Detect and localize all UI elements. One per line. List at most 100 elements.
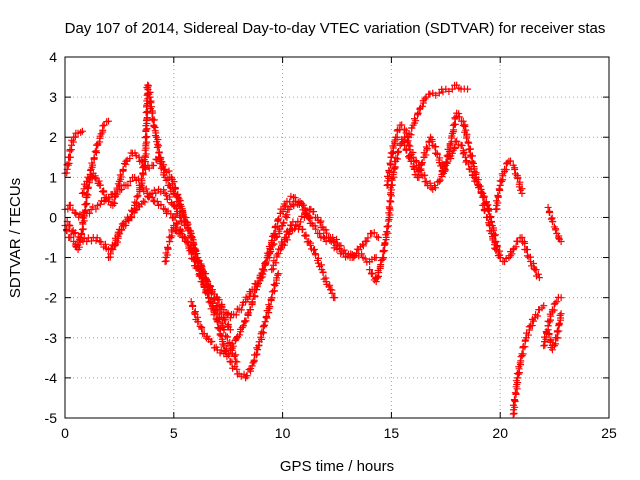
data-point — [182, 214, 190, 222]
data-point — [242, 317, 250, 325]
data-point — [312, 251, 320, 259]
data-point — [398, 121, 406, 129]
data-point — [230, 352, 238, 360]
data-point — [480, 194, 488, 202]
data-point — [131, 173, 139, 181]
data-point — [194, 318, 202, 326]
data-point — [557, 238, 565, 246]
data-point — [463, 132, 471, 140]
data-point — [512, 390, 520, 398]
data-point — [239, 322, 247, 330]
data-point — [89, 161, 97, 169]
data-point — [479, 201, 487, 209]
data-point — [502, 166, 510, 174]
data-point — [400, 141, 408, 149]
data-point — [554, 334, 562, 342]
series-trace-q — [509, 302, 548, 418]
data-point — [412, 117, 420, 125]
data-point — [126, 213, 134, 221]
data-point — [492, 245, 500, 253]
data-point — [176, 229, 184, 237]
data-point — [432, 91, 440, 99]
data-point — [475, 184, 483, 192]
data-point — [494, 192, 502, 200]
data-point — [549, 218, 557, 226]
data-point — [370, 229, 378, 237]
data-point — [111, 193, 119, 201]
y-tick-label: -2 — [45, 290, 58, 306]
data-point — [153, 143, 161, 151]
data-point — [448, 85, 456, 93]
data-point — [525, 323, 533, 331]
data-point — [229, 342, 237, 350]
data-point — [224, 309, 232, 317]
data-point — [555, 319, 563, 327]
data-point — [511, 164, 519, 172]
data-point — [184, 220, 192, 228]
data-point — [248, 362, 256, 370]
data-point — [149, 109, 157, 117]
data-point — [403, 146, 411, 154]
data-point — [118, 220, 126, 228]
data-point — [138, 177, 146, 185]
data-point — [84, 191, 92, 199]
data-point — [172, 224, 180, 232]
data-point — [557, 294, 565, 302]
data-point — [389, 170, 397, 178]
data-point — [139, 169, 147, 177]
data-point — [391, 138, 399, 146]
data-point — [335, 244, 343, 252]
data-point — [183, 222, 191, 230]
data-point — [441, 165, 449, 173]
data-point — [163, 251, 171, 259]
data-point — [412, 157, 420, 165]
data-point — [225, 349, 233, 357]
data-point — [208, 338, 216, 346]
data-point — [273, 251, 281, 259]
data-point — [384, 229, 392, 237]
data-point — [449, 128, 457, 136]
data-point — [100, 188, 108, 196]
data-point — [222, 316, 230, 324]
data-point — [209, 303, 217, 311]
data-point — [300, 213, 308, 221]
data-point — [165, 167, 173, 175]
data-point — [160, 169, 168, 177]
data-point — [280, 219, 288, 227]
series-trace-g — [161, 221, 282, 382]
data-point — [380, 254, 388, 262]
data-point — [259, 329, 267, 337]
data-point — [279, 208, 287, 216]
data-point — [551, 299, 559, 307]
data-point — [407, 131, 415, 139]
data-point — [445, 148, 453, 156]
data-point — [128, 213, 136, 221]
data-point — [310, 246, 318, 254]
data-point — [455, 113, 463, 121]
data-point — [415, 174, 423, 182]
data-point — [422, 143, 430, 151]
data-point — [220, 326, 228, 334]
data-point — [208, 286, 216, 294]
data-point — [169, 185, 177, 193]
data-point — [261, 318, 269, 326]
data-point — [375, 269, 383, 277]
data-point — [323, 229, 331, 237]
data-point — [557, 310, 565, 318]
y-axis-label: SDTVAR / TECUs — [7, 178, 24, 298]
data-point — [217, 302, 225, 310]
data-point — [540, 302, 548, 310]
data-point — [140, 161, 148, 169]
data-point — [478, 189, 486, 197]
data-point — [476, 182, 484, 190]
data-point — [152, 132, 160, 140]
data-point — [436, 176, 444, 184]
data-point — [203, 332, 211, 340]
data-point — [286, 198, 294, 206]
data-point — [391, 164, 399, 172]
data-point — [266, 244, 274, 252]
data-point — [506, 157, 514, 165]
data-point — [224, 322, 232, 330]
data-point — [299, 225, 307, 233]
data-point — [283, 211, 291, 219]
